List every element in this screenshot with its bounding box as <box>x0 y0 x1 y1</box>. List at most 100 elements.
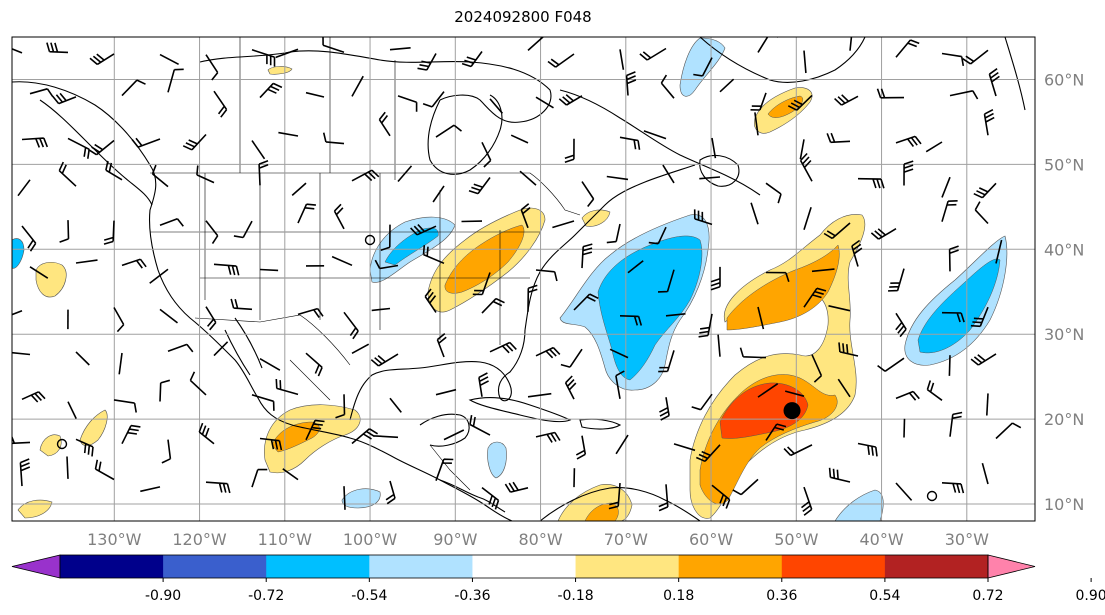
wind-barb <box>535 269 558 282</box>
colorbar-tick-label: -0.18 <box>557 588 593 604</box>
wind-barb <box>948 355 951 376</box>
wind-barb <box>259 437 283 451</box>
wind-barb <box>658 350 675 373</box>
wind-barb <box>213 263 240 276</box>
wind-barb <box>995 422 1022 440</box>
wind-barb <box>949 90 979 100</box>
wind-barb <box>417 53 437 71</box>
wind-barb <box>973 182 997 199</box>
wind-barb <box>380 224 391 252</box>
wind-barb <box>297 203 316 224</box>
wind-barb <box>941 311 965 323</box>
negative-region-labrador <box>679 37 726 97</box>
negative-region-atlantic-west-core <box>597 235 703 381</box>
wind-barb <box>750 202 759 225</box>
wind-barb <box>693 209 713 226</box>
wind-barb <box>510 134 529 144</box>
wind-barb <box>472 272 491 296</box>
positive-region-pacific-s <box>39 434 62 457</box>
wind-barb <box>205 54 219 81</box>
wind-barb <box>606 223 621 244</box>
wind-barb <box>121 424 141 445</box>
wind-barb <box>643 130 667 140</box>
wind-barb <box>89 53 115 66</box>
wind-barb <box>213 90 228 118</box>
wind-barb <box>489 341 517 354</box>
wind-barb <box>535 96 554 109</box>
longitude-label: 50°W <box>774 530 818 549</box>
negative-region-south-atlantic <box>834 489 884 521</box>
colorbar-segment <box>369 555 473 578</box>
wind-barb <box>489 98 504 114</box>
map-frame <box>11 36 1036 522</box>
positive-anomaly-regions <box>17 66 866 521</box>
wind-barb <box>205 481 231 494</box>
wind-barb <box>59 220 70 243</box>
wind-barb <box>251 140 266 160</box>
wind-barb <box>926 380 943 401</box>
longitude-label: 60°W <box>689 530 733 549</box>
border-us-canada <box>150 172 581 216</box>
wind-barb <box>828 467 851 483</box>
wind-barb <box>12 435 31 445</box>
colorbar-segment <box>60 555 164 578</box>
wind-barb <box>103 220 115 245</box>
wind-barb <box>351 428 379 445</box>
wind-barb <box>297 307 324 318</box>
wind-barb <box>619 315 643 326</box>
wind-barb <box>838 342 859 357</box>
wind-barb <box>67 137 90 159</box>
wind-barb <box>662 164 675 184</box>
colorbar-segment <box>266 555 370 578</box>
wind-barb <box>432 185 445 203</box>
wind-barb <box>877 357 905 372</box>
wind-barb <box>275 378 299 396</box>
colorbar: -0.90 -0.72 -0.54 -0.36 -0.18 0.18 0.36 0.54 0.7… <box>11 554 1105 604</box>
wind-barb <box>615 370 625 399</box>
coast-greenland <box>699 37 866 83</box>
wind-barb <box>962 49 989 65</box>
wind-barb <box>851 239 863 267</box>
wind-barb <box>717 334 721 357</box>
wind-barb <box>870 228 897 240</box>
longitude-label: 90°W <box>433 530 477 549</box>
coast-hudson-bay <box>427 94 503 175</box>
wind-barb <box>389 47 411 51</box>
positive-region-mexico-west <box>264 404 361 474</box>
longitude-label: 40°W <box>859 530 903 549</box>
wind-barb <box>251 49 276 67</box>
wind-barb <box>691 393 713 411</box>
calm-marker <box>56 438 68 450</box>
wind-barb <box>849 37 853 51</box>
wind-barb <box>535 431 561 443</box>
wind-barb <box>757 383 779 398</box>
wind-barb <box>374 435 399 439</box>
colorbar-extend-low <box>11 554 61 579</box>
wind-barb <box>151 164 169 188</box>
coastlines <box>12 37 1026 521</box>
longitude-labels: 130°W 120°W 110°W 100°W 90°W 80°W 70°W 60°W 50°W… <box>87 530 989 549</box>
wind-barb <box>826 132 851 144</box>
coast-newfoundland <box>699 154 740 187</box>
colorbar-tick-label: -0.54 <box>351 588 387 604</box>
wind-barb <box>29 88 54 98</box>
wind-barb <box>443 429 465 441</box>
latitude-label: 40°N <box>1044 240 1084 259</box>
wind-barb <box>609 348 629 359</box>
wind-barb <box>606 175 629 181</box>
longitude-label: 70°W <box>604 530 648 549</box>
wind-barb <box>732 478 759 496</box>
wind-barb <box>159 379 171 402</box>
positive-region-east-coast <box>581 209 611 227</box>
coast-west-africa <box>1004 37 1026 111</box>
positive-region-pacific-sw2 <box>17 499 53 519</box>
wind-barb <box>625 71 637 96</box>
border-mexico-1 <box>289 359 331 401</box>
negative-region-atlantic-east-core <box>917 258 1001 354</box>
negative-region-pacific-edge <box>12 238 25 269</box>
wind-barb <box>615 434 629 455</box>
wind-barb <box>547 53 575 68</box>
wind-barb <box>88 139 115 156</box>
wind-barb <box>564 138 575 163</box>
wind-barb <box>435 124 462 138</box>
